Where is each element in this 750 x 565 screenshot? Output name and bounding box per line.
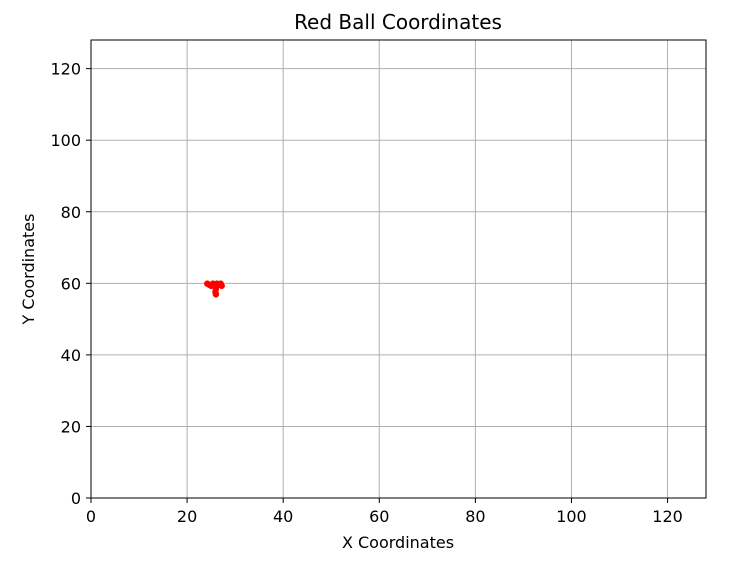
x-tick-label: 0 [86,507,96,526]
data-point [218,282,225,290]
x-tick-label: 40 [273,507,293,526]
y-tick-label: 120 [50,60,81,79]
x-axis-label: X Coordinates [342,533,454,552]
grid-lines [90,40,706,499]
y-tick-label: 40 [61,346,81,365]
y-tick-label: 20 [61,417,81,436]
y-tick-label: 80 [61,203,81,222]
x-tick-label: 100 [556,507,587,526]
data-points [204,280,225,298]
y-tick-label: 100 [50,131,81,150]
y-axis-label: Y Coordinates [19,214,38,326]
plot-area-frame [90,39,707,499]
x-tick-label: 60 [369,507,389,526]
chart-title: Red Ball Coordinates [294,10,502,34]
x-tick-label: 20 [177,507,197,526]
x-tick-label: 80 [465,507,485,526]
data-point [212,291,220,298]
y-tick-label: 0 [71,489,81,508]
x-tick-label: 120 [652,507,683,526]
y-tick-label: 60 [61,274,81,293]
axis-ticks: 0 20 40 60 80 100 120 0 20 40 60 80 100 120 [50,60,682,526]
